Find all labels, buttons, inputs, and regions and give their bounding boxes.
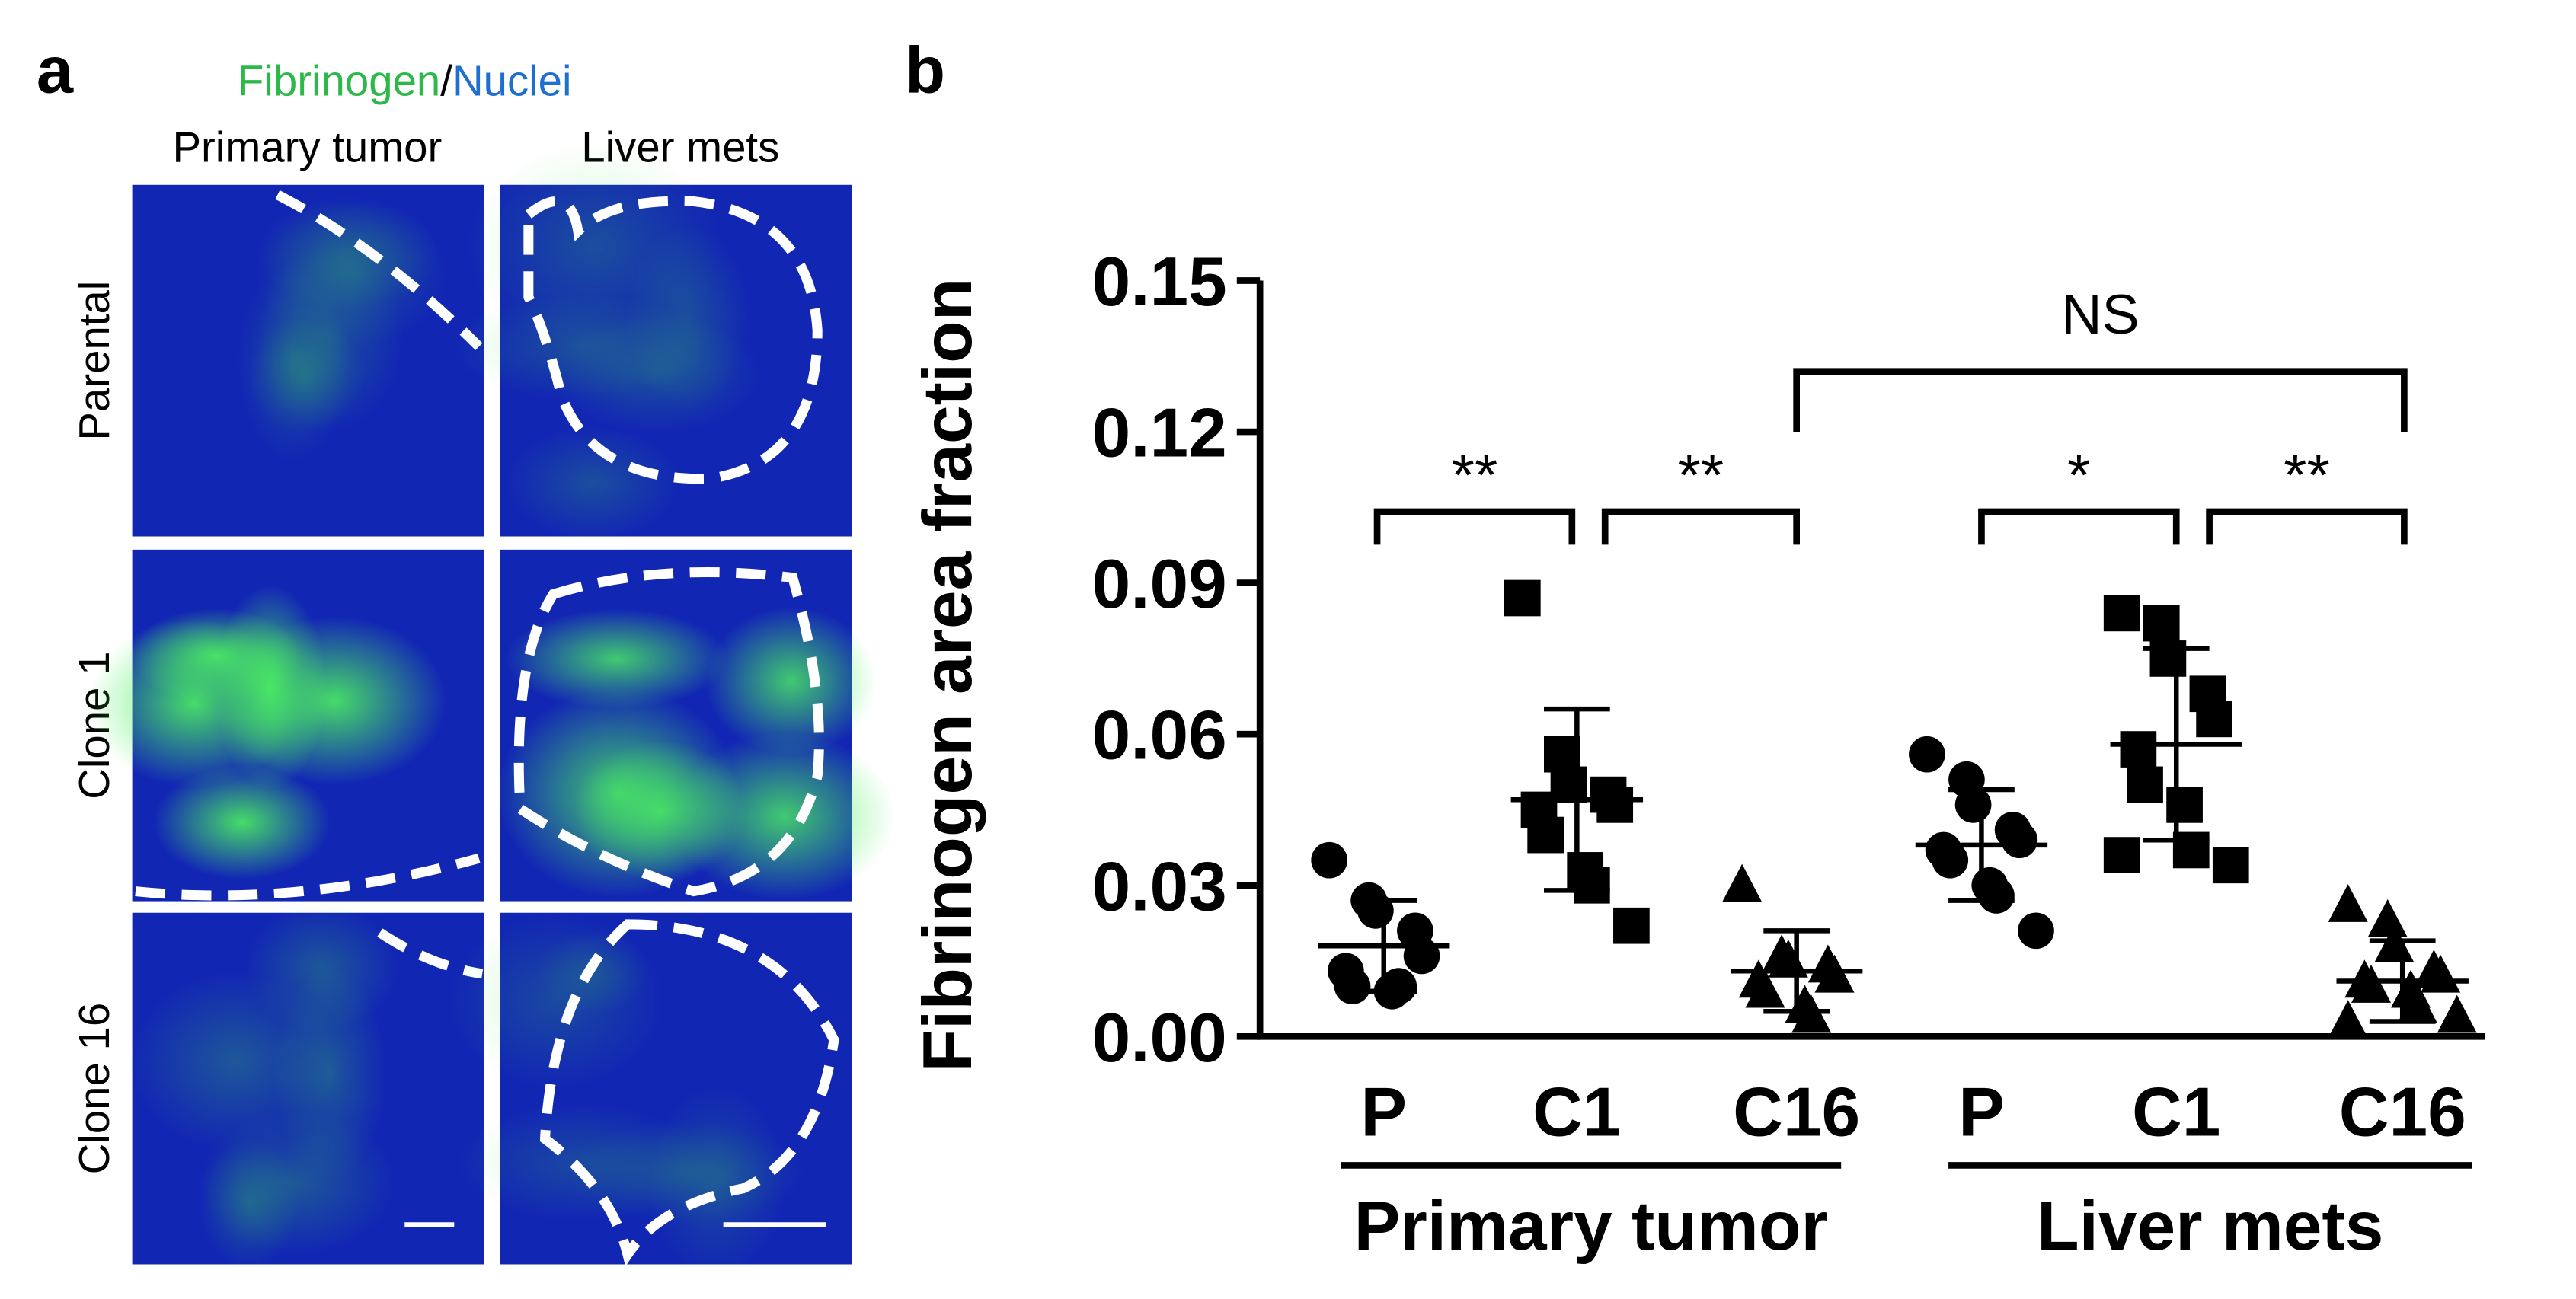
- significance-bracket: [1978, 508, 2180, 545]
- data-point: [2328, 884, 2368, 922]
- data-point: [2397, 985, 2437, 1023]
- data-point: [1380, 968, 1417, 1004]
- significance-label: NS: [2061, 282, 2139, 346]
- stain-blob: [705, 607, 877, 755]
- data-point: [1978, 877, 2015, 914]
- data-point: [1745, 969, 1785, 1008]
- data-point: [2018, 912, 2054, 950]
- significance-bracket: [1793, 368, 2408, 432]
- column-label: Primary tumor: [172, 123, 442, 171]
- x-tick-label: C1: [1532, 1074, 1621, 1151]
- stain-blob: [625, 225, 751, 410]
- stain-title: Fibrinogen/Nuclei: [238, 57, 572, 105]
- data-point: [1722, 863, 1763, 902]
- data-point: [2328, 1000, 2368, 1039]
- significance-label: **: [1452, 441, 1498, 508]
- x-tick-label: P: [1360, 1074, 1407, 1151]
- significance-label: **: [2284, 441, 2330, 508]
- data-point: [2103, 595, 2140, 632]
- chart: 0.00 0.03 0.06 0.09 0.12 0.15 Fibrinogen area …: [909, 244, 2485, 1265]
- data-point: [1357, 892, 1394, 929]
- significance-label: **: [1678, 441, 1724, 508]
- tumor-outline: [539, 919, 839, 1267]
- significance-bracket: [1601, 508, 1800, 545]
- stain-blob: [506, 608, 728, 710]
- data-point: [2120, 731, 2157, 768]
- x-tick-label: P: [1958, 1074, 2005, 1151]
- data-point: [2437, 994, 2477, 1033]
- stain-blob: [507, 426, 679, 541]
- data-point: [1932, 841, 1969, 879]
- stain-blob: [199, 1110, 395, 1255]
- data-point: [1504, 579, 1541, 617]
- stain-blob: [673, 732, 896, 900]
- stain-green: Fibrinogen: [238, 57, 440, 105]
- data-point: [1909, 736, 1945, 773]
- tumor-outline: [135, 853, 481, 901]
- data-point: [1613, 907, 1650, 944]
- stain-blob: [255, 200, 448, 348]
- stain-blob: [497, 687, 739, 898]
- row-label: Parental: [70, 281, 118, 441]
- y-tick-label: 0.03: [1092, 848, 1227, 925]
- data-point: [1527, 816, 1564, 854]
- tumor-outline: [275, 190, 483, 350]
- stain-sep: /: [440, 57, 452, 105]
- data-point: [1791, 994, 1832, 1033]
- y-axis-title: Fibrinogen area fraction: [909, 279, 986, 1072]
- row-label: Clone 16: [70, 1003, 118, 1175]
- tumor-outline: [523, 196, 823, 484]
- significance-bracket: [1373, 508, 1576, 545]
- y-tick-label: 0.00: [1092, 1000, 1227, 1077]
- data-point: [2143, 605, 2180, 642]
- stain-blob: [88, 619, 300, 787]
- stain-blob: [153, 765, 331, 879]
- data-point: [2001, 822, 2038, 859]
- data-point: [2103, 837, 2140, 873]
- data-point: [2166, 787, 2203, 823]
- data-point: [1311, 841, 1348, 879]
- y-tick-label: 0.15: [1092, 244, 1227, 321]
- panel-letter: b: [905, 34, 945, 107]
- x-tick-label: C16: [2339, 1074, 2466, 1151]
- group-label: Liver mets: [2037, 1188, 2383, 1265]
- x-tick-label: C1: [2132, 1074, 2220, 1151]
- group-label: Primary tumor: [1354, 1188, 1828, 1265]
- data-point: [1596, 787, 1634, 823]
- y-tick-label: 0.12: [1092, 395, 1227, 472]
- panel-letter: a: [37, 34, 74, 107]
- stain-blue: Nuclei: [452, 57, 572, 105]
- data-point: [2127, 766, 2163, 803]
- data-point: [1574, 867, 1610, 904]
- data-point: [2212, 847, 2249, 884]
- y-tick-label: 0.09: [1092, 546, 1227, 623]
- significance-bracket: [2206, 508, 2408, 545]
- data-point: [2351, 964, 2392, 1003]
- x-tick-label: C16: [1733, 1074, 1860, 1151]
- y-tick-label: 0.06: [1092, 697, 1227, 774]
- data-point: [1403, 937, 1440, 975]
- data-point: [2149, 640, 2187, 677]
- data-point: [1334, 968, 1371, 1004]
- tumor-outline: [513, 567, 824, 897]
- data-point: [2196, 701, 2232, 738]
- significance-label: *: [2067, 441, 2090, 508]
- data-point: [1814, 954, 1855, 993]
- data-point: [2367, 898, 2408, 937]
- stain-blob: [566, 1121, 805, 1224]
